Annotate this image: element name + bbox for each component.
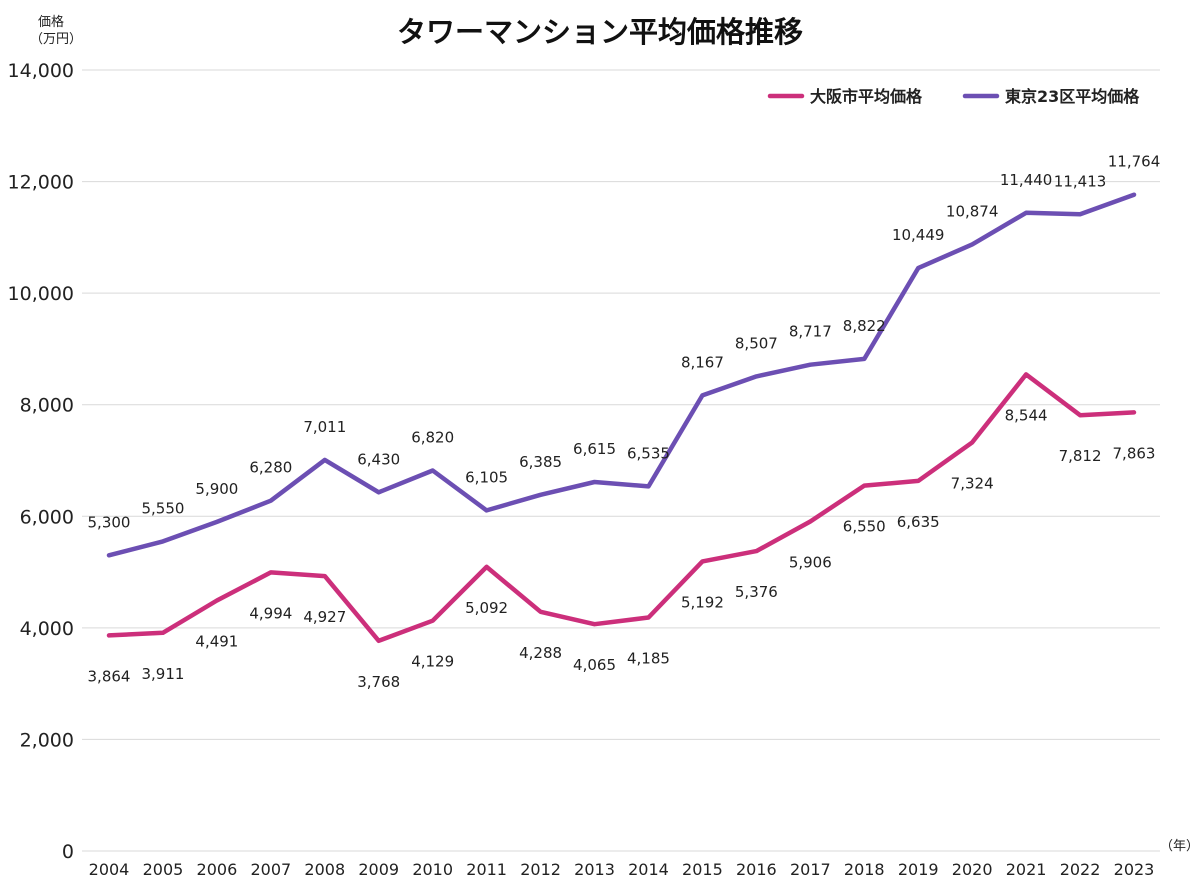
- data-label: 6,635: [897, 513, 940, 531]
- data-label: 10,449: [892, 226, 945, 244]
- data-label: 6,615: [573, 440, 616, 458]
- y-axis-label-line1: 価格: [38, 14, 64, 30]
- series-line: [106, 372, 1137, 644]
- data-label: 5,550: [141, 499, 184, 517]
- data-label: 7,011: [303, 418, 346, 436]
- x-tick-label: 2006: [197, 860, 238, 879]
- y-axis-ticks: 0 2,000 4,000 6,000 8,000 10,000 12,000 14,000: [8, 60, 74, 863]
- x-tick-label: 2004: [89, 860, 130, 879]
- legend-label: 大阪市平均価格: [810, 87, 923, 106]
- data-label: 6,820: [411, 429, 454, 447]
- x-tick-label: 2013: [574, 860, 615, 879]
- data-label: 11,440: [1000, 171, 1053, 189]
- x-axis-ticks: 2004 2005 2006 2007 2008 2009 2010 2011 2012 2013…: [89, 860, 1155, 879]
- data-label: 6,535: [627, 444, 670, 462]
- data-label: 5,092: [465, 599, 508, 617]
- x-tick-label: 2005: [143, 860, 184, 879]
- data-label: 4,491: [195, 632, 238, 650]
- data-label: 8,507: [735, 334, 778, 352]
- y-axis-label-line2: （万円）: [30, 32, 82, 47]
- data-label: 10,874: [946, 202, 999, 220]
- x-tick-label: 2007: [250, 860, 291, 879]
- x-tick-label: 2023: [1114, 860, 1155, 879]
- data-label: 11,764: [1108, 153, 1161, 171]
- x-tick-label: 2010: [412, 860, 453, 879]
- x-tick-label: 2016: [736, 860, 777, 879]
- y-tick-label: 0: [62, 841, 74, 863]
- y-tick-label: 8,000: [20, 395, 74, 417]
- data-label: 5,900: [195, 480, 238, 498]
- series-lines: [106, 192, 1137, 644]
- y-tick-label: 6,000: [20, 506, 74, 528]
- data-label: 6,280: [249, 459, 292, 477]
- x-tick-label: 2019: [898, 860, 939, 879]
- series-line: [106, 192, 1137, 558]
- data-label: 5,300: [88, 513, 131, 531]
- x-tick-label: 2014: [628, 860, 669, 879]
- y-tick-label: 4,000: [20, 618, 74, 640]
- data-label: 3,768: [357, 673, 400, 691]
- x-axis-label: （年）: [1160, 839, 1199, 854]
- x-tick-label: 2017: [790, 860, 831, 879]
- x-tick-label: 2015: [682, 860, 723, 879]
- data-label: 4,185: [627, 650, 670, 668]
- gridlines: [82, 69, 1160, 852]
- data-label: 8,167: [681, 353, 724, 371]
- data-label: 6,385: [519, 453, 562, 471]
- x-tick-label: 2021: [1006, 860, 1047, 879]
- data-label: 4,927: [303, 608, 346, 626]
- chart-title: タワーマンション平均価格推移: [397, 15, 803, 49]
- y-tick-label: 2,000: [20, 729, 74, 751]
- x-tick-label: 2018: [844, 860, 885, 879]
- data-label: 8,822: [843, 317, 886, 335]
- y-tick-label: 14,000: [8, 60, 74, 82]
- data-label: 5,906: [789, 554, 832, 572]
- data-labels: 3,864 3,911 4,491 4,994 4,927 3,768 4,129 5,092…: [88, 153, 1161, 691]
- data-label: 7,863: [1113, 444, 1156, 462]
- data-label: 3,864: [88, 667, 131, 685]
- x-tick-label: 2020: [952, 860, 993, 879]
- legend-label: 東京23区平均価格: [1005, 87, 1140, 106]
- data-label: 7,812: [1059, 447, 1102, 465]
- data-label: 8,544: [1005, 406, 1048, 424]
- data-label: 8,717: [789, 323, 832, 341]
- data-label: 4,129: [411, 653, 454, 671]
- x-tick-label: 2009: [358, 860, 399, 879]
- data-label: 5,192: [681, 593, 724, 611]
- y-tick-label: 10,000: [8, 283, 74, 305]
- data-label: 6,550: [843, 518, 886, 536]
- data-label: 11,413: [1054, 172, 1107, 190]
- y-tick-label: 12,000: [8, 172, 74, 194]
- data-label: 4,994: [249, 604, 292, 622]
- x-tick-label: 2008: [304, 860, 345, 879]
- data-label: 6,105: [465, 468, 508, 486]
- data-label: 6,430: [357, 450, 400, 468]
- legend: 大阪市平均価格 東京23区平均価格: [767, 87, 1140, 106]
- data-label: 4,065: [573, 656, 616, 674]
- data-label: 4,288: [519, 644, 562, 662]
- data-label: 7,324: [951, 474, 994, 492]
- x-tick-label: 2012: [520, 860, 561, 879]
- x-tick-label: 2011: [466, 860, 507, 879]
- data-label: 3,911: [141, 665, 184, 683]
- x-tick-label: 2022: [1060, 860, 1101, 879]
- data-label: 5,376: [735, 583, 778, 601]
